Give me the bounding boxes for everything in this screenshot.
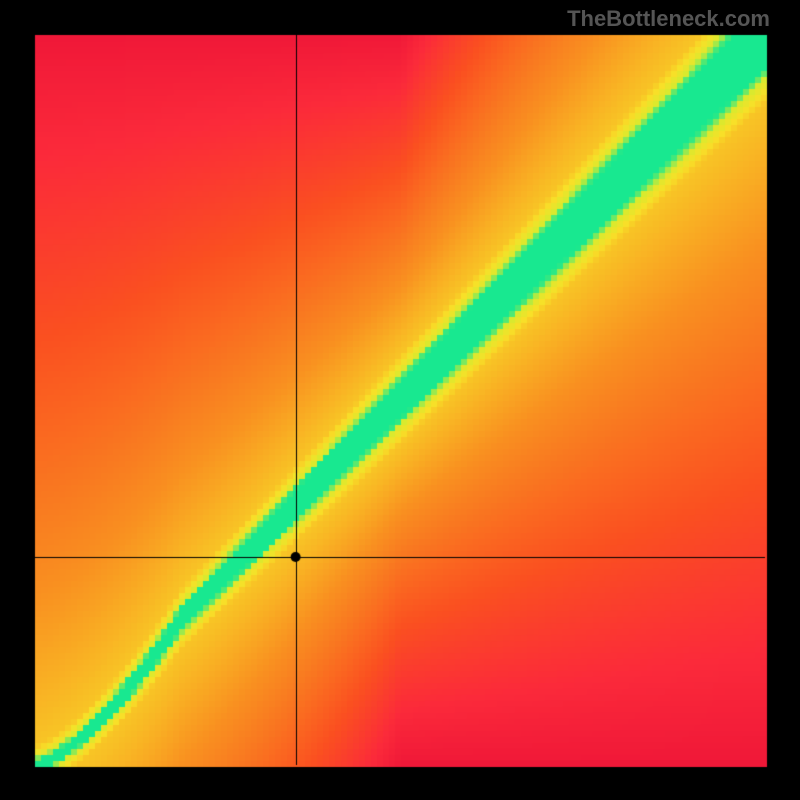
bottleneck-heatmap xyxy=(0,0,800,800)
watermark-text: TheBottleneck.com xyxy=(567,6,770,32)
